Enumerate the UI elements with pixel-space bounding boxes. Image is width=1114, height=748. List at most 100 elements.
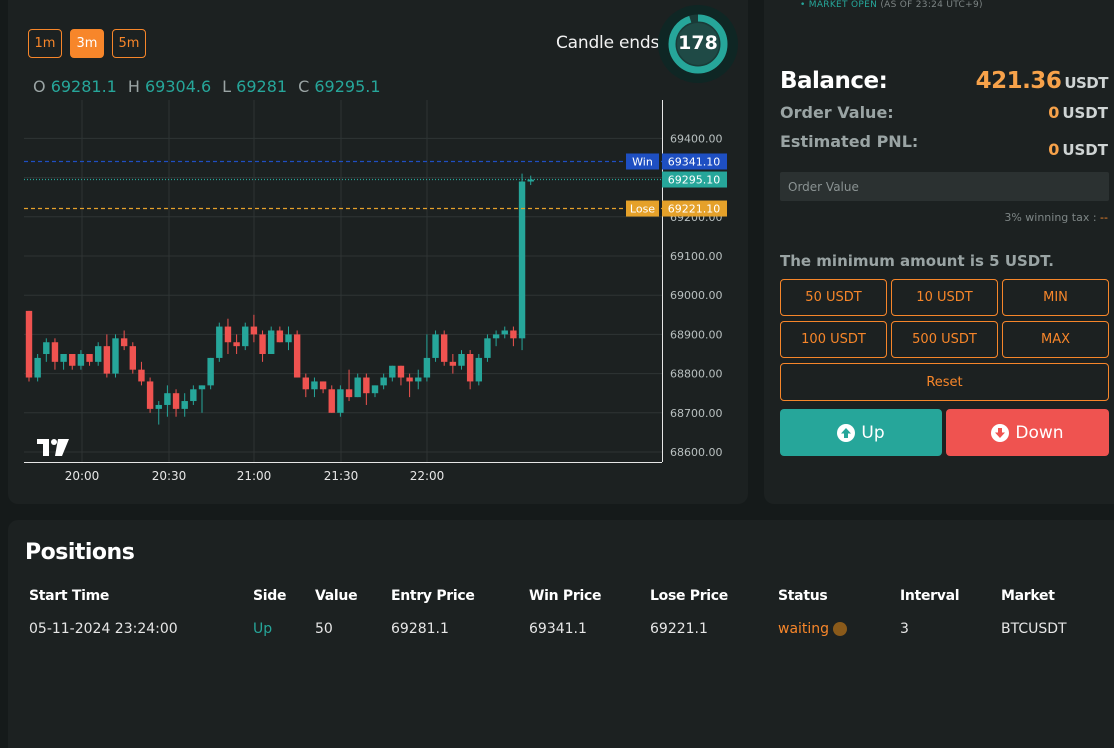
- candle-body: [432, 334, 439, 358]
- candlestick-chart[interactable]: 69400.0069300.0069200.0069100.0069000.00…: [24, 100, 734, 492]
- ohlc-low: 69281: [236, 77, 288, 96]
- col-value: Value: [315, 588, 358, 604]
- price-label-bg-1: [662, 171, 727, 188]
- candle-body: [112, 338, 119, 374]
- price-label-2: 69221.10: [668, 203, 721, 216]
- col-lose-price: Lose Price: [650, 588, 728, 604]
- candle-body: [51, 342, 59, 362]
- candle-body: [311, 381, 318, 390]
- candle-body: [466, 354, 474, 382]
- amount-min-button[interactable]: MIN: [1002, 279, 1109, 316]
- amount-50-button[interactable]: 50 USDT: [780, 279, 887, 316]
- candle-body: [302, 377, 309, 390]
- col-market: Market: [1001, 588, 1055, 604]
- order-value: 0 USDT: [1048, 103, 1108, 122]
- market-status: • MARKET OPEN (AS OF 23:24 UTC+9): [800, 0, 983, 10]
- candle-body: [207, 357, 214, 386]
- col-start-time: Start Time: [29, 588, 110, 604]
- down-button[interactable]: Down: [946, 409, 1109, 456]
- chart-panel: [8, 0, 748, 504]
- candle-body: [224, 326, 232, 343]
- candle-body: [397, 365, 405, 378]
- amount-500-button[interactable]: 500 USDT: [891, 321, 998, 358]
- candle-body: [285, 334, 292, 343]
- row-status-text: waiting: [778, 621, 830, 637]
- y-tick-label: 69100.00: [670, 250, 723, 263]
- candle-body: [441, 334, 448, 362]
- winning-tax: 3% winning tax : --: [1004, 211, 1108, 224]
- balance-amount: 421.36: [975, 68, 1062, 94]
- status-waiting-dot: [833, 622, 848, 636]
- y-tick-label: 68900.00: [670, 328, 723, 341]
- row-market: BTCUSDT: [1001, 621, 1067, 637]
- ohlc-low-label: L: [222, 77, 232, 96]
- x-tick-label: 20:00: [65, 469, 100, 483]
- candle-body: [34, 357, 41, 378]
- market-status-time: (AS OF 23:24 UTC+9): [880, 0, 983, 10]
- timeframe-3m-button[interactable]: 3m: [70, 29, 104, 58]
- ohlc-open: 69281.1: [50, 77, 117, 96]
- candle-body: [293, 334, 301, 378]
- order-value-input[interactable]: [780, 172, 1109, 201]
- pnl-amount: 0: [1048, 140, 1060, 159]
- candle-body: [242, 326, 249, 347]
- price-tag-2: Lose: [630, 203, 655, 216]
- candle-body: [129, 346, 136, 370]
- candle-body: [43, 342, 50, 354]
- candle-body: [492, 334, 500, 339]
- candle-body: [423, 357, 431, 378]
- candle-body: [268, 330, 275, 354]
- x-tick-label: 22:00: [410, 469, 445, 483]
- price-label-0: 69341.10: [668, 155, 721, 168]
- y-tick-label: 68700.00: [670, 407, 723, 420]
- y-tick-label: 69400.00: [670, 132, 723, 145]
- amount-max-button[interactable]: MAX: [1002, 321, 1109, 358]
- timeframe-selector: 1m 3m 5m: [28, 29, 146, 58]
- up-button-label: Up: [861, 422, 885, 443]
- candle-body: [60, 354, 67, 362]
- candle-body: [276, 330, 284, 343]
- timeframe-1m-button[interactable]: 1m: [28, 29, 62, 58]
- timeframe-5m-button[interactable]: 5m: [112, 29, 146, 58]
- candle-body: [319, 381, 327, 390]
- candle-body: [25, 310, 33, 378]
- row-win-price: 69341.1: [529, 621, 587, 637]
- positions-title: Positions: [25, 540, 135, 565]
- candle-body: [69, 354, 76, 366]
- candle-body: [250, 326, 258, 335]
- candle-body: [103, 346, 111, 374]
- candle-body: [120, 338, 128, 347]
- candle-body: [518, 181, 526, 339]
- winning-tax-label: 3% winning tax :: [1004, 211, 1097, 224]
- pnl-label: Estimated PNL:: [780, 132, 919, 151]
- candle-body: [475, 357, 482, 382]
- candle-body: [86, 354, 93, 362]
- down-button-label: Down: [1015, 422, 1064, 443]
- col-side: Side: [253, 588, 287, 604]
- candle-body: [337, 389, 344, 413]
- reset-button[interactable]: Reset: [780, 363, 1109, 401]
- col-entry-price: Entry Price: [391, 588, 475, 604]
- up-button[interactable]: Up: [780, 409, 942, 456]
- amount-10-button[interactable]: 10 USDT: [891, 279, 998, 316]
- balance-value: 421.36 USDT: [975, 68, 1109, 94]
- candle-body: [527, 179, 534, 182]
- ohlc-close: 69295.1: [314, 77, 381, 96]
- candle-body: [449, 361, 457, 366]
- order-value-amount: 0: [1048, 103, 1060, 122]
- y-tick-label: 68600.00: [670, 446, 723, 459]
- candle-body: [164, 393, 171, 405]
- order-value-unit: USDT: [1062, 104, 1108, 122]
- amount-100-button[interactable]: 100 USDT: [780, 321, 887, 358]
- candle-body: [155, 404, 162, 409]
- col-interval: Interval: [900, 588, 960, 604]
- market-status-dot: •: [800, 0, 806, 10]
- candle-body: [233, 342, 240, 347]
- tradingview-logo-icon[interactable]: [36, 438, 70, 458]
- candle-body: [172, 393, 180, 409]
- row-start-time: 05-11-2024 23:24:00: [29, 621, 178, 637]
- pnl-unit: USDT: [1062, 141, 1108, 159]
- candle-body: [146, 381, 154, 409]
- countdown-ring: [668, 14, 728, 74]
- countdown-value: 178: [678, 32, 718, 54]
